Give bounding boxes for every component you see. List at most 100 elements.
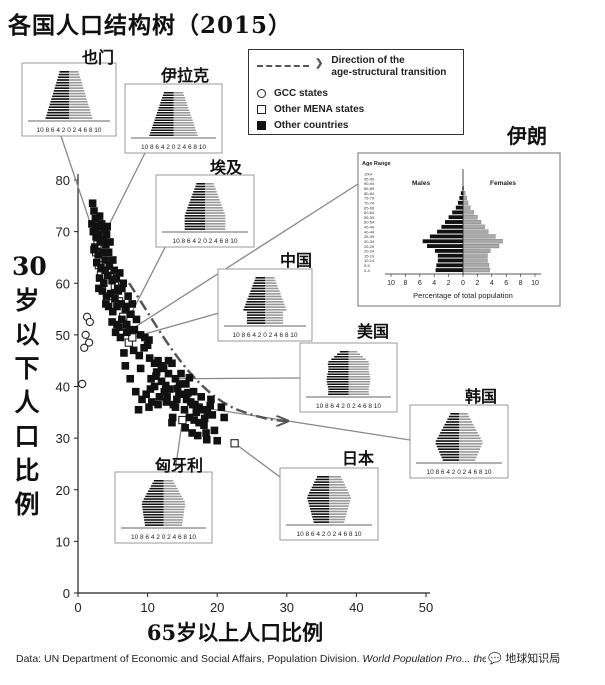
- point-other-country: [168, 413, 177, 422]
- x-tick-label: 20: [210, 600, 224, 615]
- iran-male-bar: [422, 239, 463, 244]
- pyramid-male-bar: [153, 122, 174, 124]
- pyramid-male-bar: [245, 303, 265, 306]
- pyramid-male-bar: [55, 84, 69, 87]
- pyramid-iraq: 10 8 6 4 2 0 2 4 6 8 10: [124, 83, 223, 154]
- pyramid-female-bar: [205, 220, 226, 222]
- pyramid-female-bar: [459, 440, 483, 442]
- pyramid-male-bar: [48, 109, 69, 111]
- country-connector-line: [175, 377, 301, 380]
- pyramid-female-bar: [459, 453, 478, 456]
- pyramid-male-bar: [326, 381, 349, 383]
- pyramid-female-bar: [69, 103, 89, 106]
- point-other-country: [168, 418, 176, 427]
- pyramid-female-bar: [329, 516, 346, 518]
- pyramid-female-bar: [329, 510, 348, 513]
- iran-male-bar: [460, 191, 463, 196]
- pyramid-male-bar: [162, 94, 174, 96]
- iran-female-bar: [462, 253, 488, 258]
- pyramid-male-bar: [142, 506, 164, 508]
- iran-age-label: 35-39: [364, 234, 375, 239]
- pyramid-female-bar: [265, 277, 275, 279]
- point-other-country: [197, 393, 205, 401]
- label-japan: 日本: [342, 449, 375, 468]
- label-iran: 伊朗: [507, 124, 547, 148]
- iran-age-label: 40-44: [364, 229, 375, 234]
- pyramid-female-bar: [265, 290, 280, 292]
- pyramid-female-bar: [69, 109, 90, 111]
- pyramid-male-bar: [328, 391, 349, 393]
- point-other-country: [164, 356, 173, 365]
- pyramid-female-bar: [459, 437, 481, 440]
- iran-age-label: 65-69: [364, 205, 375, 210]
- x-tick-label: 10: [140, 600, 154, 615]
- iran-male-bar: [452, 210, 463, 215]
- pyramid-male-bar: [156, 112, 174, 114]
- iran-female-bar: [462, 219, 482, 225]
- pyramid-female-bar: [173, 122, 194, 124]
- pyramid-male-bar: [437, 448, 459, 451]
- iran-age-label: 80-84: [364, 191, 375, 196]
- iran-tick-label: 10: [531, 280, 539, 287]
- legend-item-other-mena: Other MENA states: [257, 104, 364, 115]
- pyramid-male-bar: [253, 282, 265, 284]
- iran-male-bar: [448, 215, 463, 220]
- pyramid-female-bar: [329, 502, 350, 505]
- pyramid-male-bar: [445, 421, 459, 423]
- pyramid-female-bar: [205, 191, 217, 193]
- pyramid-female-bar: [329, 500, 351, 502]
- pyramid-male-bar: [189, 201, 205, 204]
- point-other-country: [200, 421, 208, 430]
- iran-male-bar: [436, 263, 463, 268]
- point-other-mena: [128, 333, 137, 342]
- pyramid-male-bar: [440, 432, 459, 434]
- pyramid-female-bar: [265, 298, 283, 300]
- pyramid-male-bar: [142, 511, 164, 513]
- country-connector-line: [234, 442, 281, 478]
- iran-age-label: 90-94: [364, 181, 375, 186]
- pyramid-female-bar: [348, 353, 360, 355]
- pyramid-japan: 10 8 6 4 2 0 2 4 6 8 10: [279, 467, 379, 541]
- point-other-country: [160, 387, 169, 396]
- point-other-country: [135, 351, 144, 360]
- y-tick-label: 20: [56, 483, 70, 498]
- point-other-country: [157, 377, 166, 386]
- pyramid-female-bar: [163, 500, 185, 503]
- pyramid-female-bar: [205, 188, 216, 190]
- point-other-country: [125, 325, 134, 334]
- pyramid-male-bar: [52, 95, 69, 98]
- pyramid-male-bar: [437, 437, 459, 440]
- pyramid-male-bar: [254, 279, 265, 282]
- pyramid-male-bar: [142, 500, 164, 503]
- pyramid-female-bar: [329, 481, 344, 483]
- pyramid-male-bar: [314, 481, 329, 483]
- point-other-country: [181, 424, 189, 432]
- pyramid-female-bar: [459, 456, 477, 459]
- point-other-country: [108, 276, 116, 285]
- pyramid-male-bar: [328, 368, 349, 370]
- pyramid-male-bar: [155, 117, 174, 119]
- label-yemen: 也门: [82, 48, 115, 67]
- point-other-country: [112, 274, 121, 282]
- iran-female-bar: [462, 258, 488, 263]
- pyramid-female-bar: [329, 518, 346, 521]
- pyramid-female-bar: [173, 132, 197, 134]
- pyramid-male-bar: [310, 510, 329, 513]
- iran-female-bar: [462, 210, 474, 215]
- pyramid-male-bar: [52, 92, 69, 95]
- pyramid-male-bar: [48, 106, 69, 109]
- pyramid-male-bar: [448, 415, 459, 418]
- pyramid-female-bar: [348, 381, 371, 383]
- point-other-country: [147, 398, 156, 406]
- iran-tick-label: 6: [418, 280, 422, 287]
- point-other-country: [182, 395, 191, 404]
- legend-other-label: Other countries: [274, 120, 349, 131]
- pyramid-male-bar: [194, 188, 205, 190]
- point-gcc: [85, 317, 94, 327]
- pyramid-female-bar: [329, 513, 347, 515]
- point-other-country: [142, 390, 151, 399]
- point-other-country: [91, 225, 100, 233]
- point-other-country: [99, 235, 107, 244]
- chart-title: 各国人口结构树（2015）: [8, 12, 293, 39]
- pyramid-korea: 10 8 6 4 2 0 2 4 6 8 10: [409, 404, 509, 479]
